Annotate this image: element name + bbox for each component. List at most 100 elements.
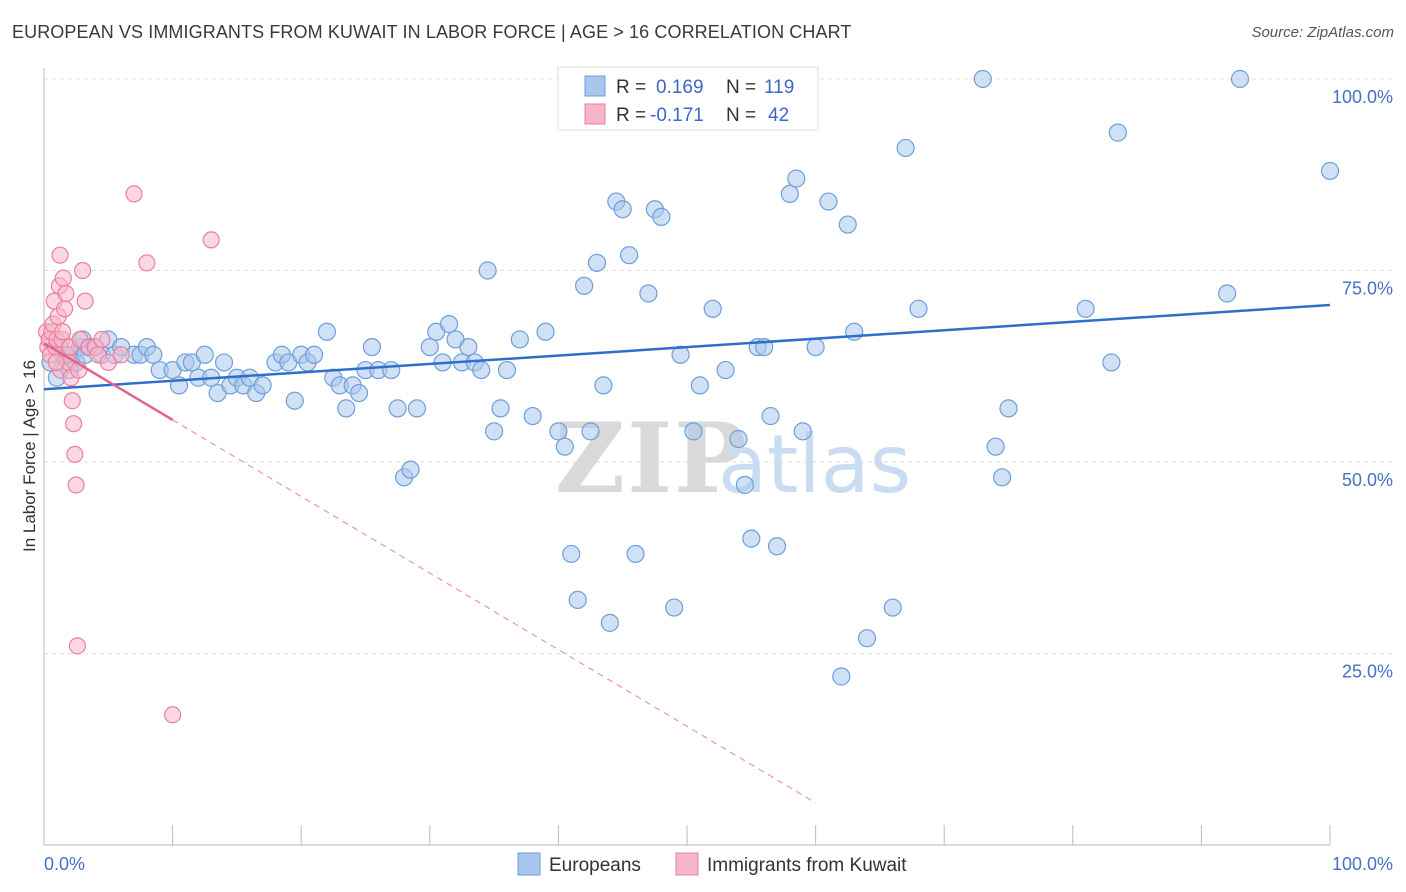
point-europeans-67 xyxy=(485,422,504,441)
point-kuwait-40 xyxy=(47,353,65,372)
point-europeans-81 xyxy=(600,613,619,632)
point-europeans-93 xyxy=(690,376,709,395)
watermark-zip: ZIP xyxy=(555,402,748,515)
point-kuwait-38 xyxy=(202,231,220,249)
point-kuwait-21 xyxy=(64,415,83,433)
point-kuwait-22 xyxy=(66,445,84,463)
point-europeans-46 xyxy=(337,399,356,418)
series-legend: Europeans Immigrants from Kuwait xyxy=(517,852,907,876)
point-kuwait-41 xyxy=(54,323,72,341)
point-europeans-114 xyxy=(896,138,915,158)
point-kuwait-23 xyxy=(67,476,85,494)
point-europeans-55 xyxy=(401,460,420,479)
y-tick-label: 100.0% xyxy=(1332,87,1393,107)
point-europeans-72 xyxy=(536,322,555,341)
point-europeans-106 xyxy=(793,422,812,441)
source-label: Source: ZipAtlas.com xyxy=(1251,24,1394,41)
point-europeans-68 xyxy=(491,399,510,418)
point-europeans-120 xyxy=(1076,299,1095,318)
point-europeans-60 xyxy=(439,315,459,334)
point-europeans-83 xyxy=(613,200,632,219)
point-kuwait-14 xyxy=(55,300,74,318)
point-europeans-19 xyxy=(144,345,163,364)
series-legend-swatch-kuwait xyxy=(675,852,699,876)
point-europeans-116 xyxy=(973,69,992,89)
point-europeans-105 xyxy=(787,169,806,188)
point-europeans-118 xyxy=(992,468,1012,487)
point-kuwait-37 xyxy=(164,706,182,724)
point-europeans-124 xyxy=(1230,69,1250,89)
series-legend-label-europeans: Europeans xyxy=(549,855,641,876)
point-europeans-99 xyxy=(742,529,761,548)
point-europeans-92 xyxy=(684,422,703,441)
point-europeans-104 xyxy=(780,184,799,203)
point-kuwait-28 xyxy=(76,292,94,310)
point-europeans-112 xyxy=(857,629,877,648)
point-europeans-123 xyxy=(1218,284,1237,303)
point-kuwait-34 xyxy=(112,346,130,364)
point-europeans-86 xyxy=(639,284,658,303)
point-europeans-90 xyxy=(671,345,690,364)
chart-title: EUROPEAN VS IMMIGRANTS FROM KUWAIT IN LA… xyxy=(12,22,852,42)
point-europeans-48 xyxy=(349,383,369,403)
point-europeans-73 xyxy=(549,422,568,441)
point-europeans-115 xyxy=(909,299,928,318)
point-europeans-122 xyxy=(1108,123,1127,142)
stats-legend: R = 0.169 N = 119 R = -0.171 N = 42 xyxy=(557,66,819,131)
legend-r-label-1: R = xyxy=(616,77,646,98)
point-kuwait-36 xyxy=(138,254,156,272)
point-europeans-39 xyxy=(285,391,304,410)
point-europeans-97 xyxy=(729,429,748,449)
point-europeans-121 xyxy=(1102,353,1121,372)
point-europeans-63 xyxy=(459,338,478,357)
watermark: ZIP atlas xyxy=(555,402,911,515)
point-europeans-117 xyxy=(986,437,1005,456)
point-kuwait-39 xyxy=(51,246,69,264)
point-europeans-80 xyxy=(594,376,613,395)
legend-n-label-2: N = xyxy=(726,105,756,126)
point-europeans-42 xyxy=(304,345,324,364)
point-kuwait-24 xyxy=(68,637,87,655)
trend-line-kuwait-extension xyxy=(172,419,816,804)
x-tick-label-min: 0.0% xyxy=(44,854,85,874)
point-europeans-56 xyxy=(407,399,427,418)
legend-r-value-2: -0.171 xyxy=(650,105,704,126)
point-europeans-88 xyxy=(652,207,671,226)
watermark-atlas: atlas xyxy=(718,418,911,511)
point-europeans-98 xyxy=(735,475,754,495)
y-tick-label: 50.0% xyxy=(1342,470,1393,490)
point-europeans-53 xyxy=(388,399,407,418)
point-europeans-35 xyxy=(253,376,272,395)
point-europeans-50 xyxy=(362,338,382,357)
point-europeans-74 xyxy=(555,437,574,456)
point-europeans-70 xyxy=(510,330,529,349)
trend-lines xyxy=(43,303,1331,804)
point-kuwait-13 xyxy=(54,269,72,287)
point-europeans-26 xyxy=(195,345,214,364)
series-legend-swatch-europeans xyxy=(517,852,541,876)
point-kuwait-35 xyxy=(125,185,143,203)
point-europeans-85 xyxy=(626,544,645,564)
point-europeans-119 xyxy=(999,399,1018,418)
y-tick-label: 25.0% xyxy=(1342,662,1393,682)
trend-line-kuwait xyxy=(43,342,174,421)
legend-n-value-1: 119 xyxy=(764,77,794,98)
x-tick-label-max: 100.0% xyxy=(1332,854,1393,874)
axes: 25.0% 50.0% 75.0% 100.0% 0.0% 100.0% xyxy=(43,68,1393,874)
point-europeans-108 xyxy=(819,192,838,211)
point-europeans-110 xyxy=(838,215,857,234)
point-kuwait-33 xyxy=(99,353,117,372)
point-europeans-103 xyxy=(767,537,787,556)
point-europeans-57 xyxy=(420,338,439,357)
point-europeans-89 xyxy=(665,598,684,617)
point-europeans-94 xyxy=(703,299,722,318)
legend-n-value-2: 42 xyxy=(768,105,789,126)
point-europeans-125 xyxy=(1320,161,1340,181)
legend-r-value-1: 0.169 xyxy=(656,77,704,98)
point-europeans-107 xyxy=(806,338,825,357)
point-europeans-71 xyxy=(523,406,542,426)
point-kuwait-27 xyxy=(73,261,92,280)
point-europeans-69 xyxy=(497,360,517,380)
legend-swatch-europeans xyxy=(584,75,606,97)
